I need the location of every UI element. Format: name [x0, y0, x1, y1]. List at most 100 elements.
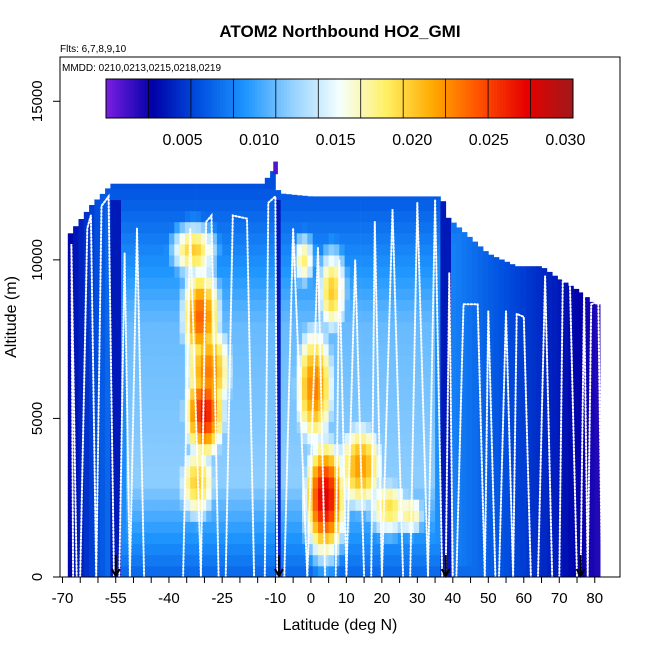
heatmap-cell	[142, 266, 148, 278]
heatmap-cell	[280, 288, 287, 300]
heatmap-cell	[392, 210, 399, 223]
heatmap-cell	[153, 388, 159, 400]
heatmap-cell	[530, 521, 537, 533]
heatmap-cell	[115, 466, 122, 478]
heatmap-cell	[158, 188, 164, 200]
heatmap-cell	[589, 310, 596, 323]
heatmap-cell	[99, 299, 106, 311]
heatmap-cell	[216, 388, 223, 400]
heatmap-cell	[67, 466, 74, 478]
heatmap-cell	[248, 288, 255, 300]
heatmap-cell	[408, 377, 415, 389]
heatmap-cell	[67, 388, 74, 400]
heatmap-cell	[238, 510, 244, 522]
heatmap-cell	[211, 199, 218, 212]
heatmap-cell	[514, 321, 521, 334]
heatmap-cell	[371, 521, 377, 533]
heatmap-cell	[467, 388, 473, 400]
heatmap-cell	[206, 188, 212, 200]
colorbar-swatch	[380, 79, 384, 118]
heatmap-cell	[530, 410, 537, 422]
heatmap-cell	[557, 366, 564, 378]
heatmap-cell	[467, 277, 473, 289]
heatmap-cell	[206, 421, 212, 434]
heatmap-cell	[275, 310, 282, 323]
heatmap-cell	[105, 232, 111, 245]
heatmap-cell	[142, 183, 148, 189]
heatmap-cell	[397, 554, 404, 567]
heatmap-cell	[349, 196, 356, 200]
heatmap-cell	[349, 510, 356, 522]
heatmap-cell	[174, 277, 180, 289]
heatmap-cell	[243, 532, 250, 545]
heatmap-cell	[270, 366, 276, 378]
heatmap-cell	[334, 332, 340, 345]
heatmap-cell	[413, 410, 420, 422]
heatmap-cell	[110, 388, 117, 400]
heatmap-cell	[126, 454, 133, 467]
heatmap-cell	[206, 510, 212, 522]
heatmap-cell	[216, 421, 223, 434]
heatmap-cell	[238, 366, 244, 378]
heatmap-cell	[429, 399, 436, 411]
heatmap-cell	[259, 488, 266, 500]
heatmap-cell	[105, 288, 111, 300]
heatmap-cell	[73, 255, 79, 267]
heatmap-cell	[254, 421, 260, 434]
heatmap-cell	[451, 477, 457, 489]
heatmap-cell	[435, 196, 441, 200]
heatmap-cell	[328, 477, 335, 489]
heatmap-cell	[179, 532, 186, 545]
heatmap-cell	[238, 488, 244, 500]
heatmap-cell	[477, 565, 484, 577]
heatmap-cell	[222, 432, 228, 445]
heatmap-cell	[445, 466, 452, 478]
heatmap-cell	[270, 255, 276, 267]
heatmap-cell	[387, 488, 393, 500]
heatmap-cell	[349, 221, 356, 234]
heatmap-cell	[525, 421, 532, 434]
heatmap-cell	[573, 466, 580, 478]
heatmap-cell	[589, 366, 596, 378]
heatmap-cell	[73, 388, 79, 400]
heatmap-cell	[419, 199, 425, 212]
heatmap-cell	[206, 454, 212, 467]
heatmap-cell	[339, 554, 345, 567]
heatmap-cell	[318, 277, 324, 289]
colorbar-swatch	[111, 79, 116, 118]
heatmap-cell	[232, 288, 239, 300]
heatmap-cell	[365, 532, 372, 545]
heatmap-cell	[573, 488, 580, 500]
heatmap-cell	[200, 466, 207, 478]
heatmap-cell	[365, 510, 372, 522]
heatmap-cell	[536, 277, 542, 289]
heatmap-cell	[169, 310, 175, 323]
heatmap-cell	[238, 299, 244, 311]
colorbar-swatch	[205, 79, 209, 118]
heatmap-cell	[562, 543, 569, 556]
heatmap-cell	[318, 477, 324, 489]
heatmap-cell	[259, 410, 266, 422]
heatmap-cell	[248, 221, 255, 234]
colorbar-swatch	[491, 79, 495, 118]
heatmap-cell	[190, 499, 196, 511]
heatmap-cell	[270, 399, 276, 411]
heatmap-cell	[349, 377, 356, 389]
heatmap-cell	[578, 565, 585, 577]
heatmap-cell	[435, 232, 441, 245]
heatmap-cell	[190, 488, 196, 500]
heatmap-cell	[89, 510, 95, 522]
colorbar-swatch	[190, 79, 195, 118]
heatmap-cell	[451, 510, 457, 522]
heatmap-cell	[115, 510, 122, 522]
heatmap-cell	[435, 543, 441, 556]
heatmap-cell	[280, 255, 287, 267]
heatmap-cell	[530, 510, 537, 522]
heatmap-cell	[467, 343, 473, 356]
heatmap-cell	[334, 244, 340, 256]
heatmap-cell	[142, 432, 148, 445]
heatmap-cell	[413, 554, 420, 567]
x-tick-label: 30	[409, 590, 426, 607]
heatmap-cell	[360, 199, 367, 212]
heatmap-cell	[525, 355, 532, 367]
